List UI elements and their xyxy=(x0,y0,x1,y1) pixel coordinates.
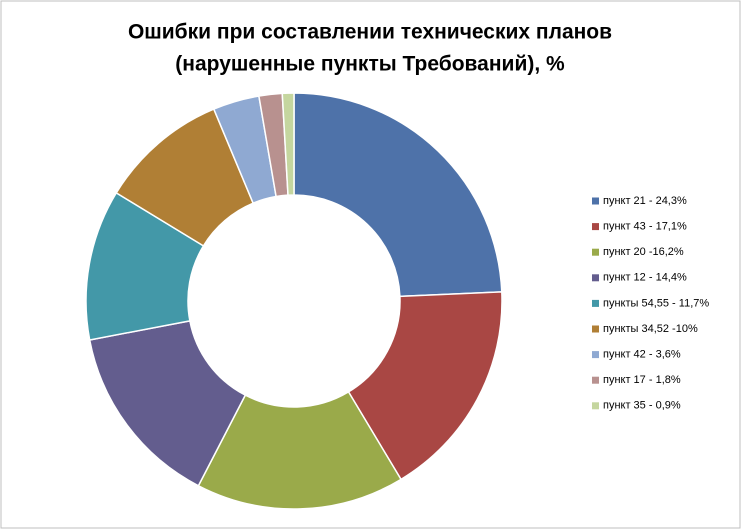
legend-swatch xyxy=(592,376,599,384)
chart-title: (нарушенные пункты Требований), % xyxy=(175,53,565,76)
legend-swatch xyxy=(592,299,599,307)
legend-label: пункт 12 - 14,4% xyxy=(603,272,687,284)
donut-slice xyxy=(197,390,403,510)
legend-label: пункты 34,52 -10% xyxy=(603,323,698,335)
legend-swatch xyxy=(592,351,599,359)
legend-label: пункт 42 - 3,6% xyxy=(603,349,681,361)
donut-slice xyxy=(347,291,503,481)
legend-label: пункт 20 -16,2% xyxy=(603,246,684,258)
legend-swatch xyxy=(592,197,599,205)
legend-swatch xyxy=(592,248,599,256)
legend-label: пункты 54,55 - 11,7% xyxy=(603,297,709,309)
donut-slice xyxy=(293,92,503,298)
chart-title: Ошибки при составлении технических плано… xyxy=(128,21,612,44)
legend-label: пункт 21 - 24,3% xyxy=(603,195,687,207)
legend-label: пункт 35 - 0,9% xyxy=(603,400,681,412)
legend-swatch xyxy=(592,223,599,231)
legend-label: пункт 17 - 1,8% xyxy=(603,374,681,386)
legend-swatch xyxy=(592,402,599,410)
legend-label: пункт 43 - 17,1% xyxy=(603,221,687,233)
legend-swatch xyxy=(592,325,599,333)
legend-swatch xyxy=(592,274,599,282)
donut-slice xyxy=(281,92,295,196)
